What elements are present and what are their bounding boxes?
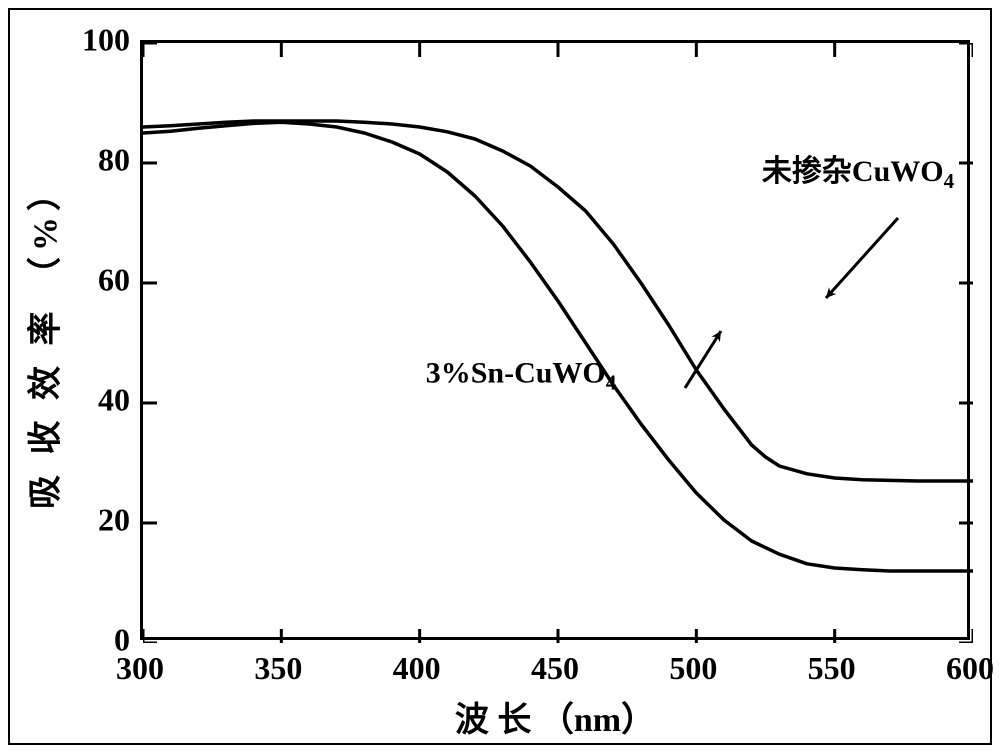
y-tick-label: 100 bbox=[80, 22, 130, 59]
x-tick-label: 550 bbox=[808, 650, 856, 687]
y-tick-label: 60 bbox=[80, 262, 130, 299]
y-tick-label: 40 bbox=[80, 382, 130, 419]
y-tick-label: 0 bbox=[80, 622, 130, 659]
annotation-label: 3%Sn-CuWO4 bbox=[426, 357, 617, 396]
plot-area bbox=[140, 40, 970, 640]
y-tick-label: 80 bbox=[80, 142, 130, 179]
x-tick-label: 600 bbox=[946, 650, 994, 687]
x-tick-label: 350 bbox=[254, 650, 302, 687]
plot-svg bbox=[143, 43, 973, 643]
y-axis-label: 吸 收 效 率 （%） bbox=[18, 171, 67, 509]
annotation-arrow bbox=[826, 218, 898, 298]
chart: 波 长 （nm） 吸 收 效 率 （%） 3003504004505005506… bbox=[0, 0, 1000, 753]
y-tick-label: 20 bbox=[80, 502, 130, 539]
annotation-label: 未掺杂CuWO4 bbox=[762, 146, 954, 194]
x-tick-label: 500 bbox=[669, 650, 717, 687]
x-tick-label: 450 bbox=[531, 650, 579, 687]
x-axis-label: 波 长 （nm） bbox=[455, 692, 655, 741]
x-tick-label: 400 bbox=[393, 650, 441, 687]
